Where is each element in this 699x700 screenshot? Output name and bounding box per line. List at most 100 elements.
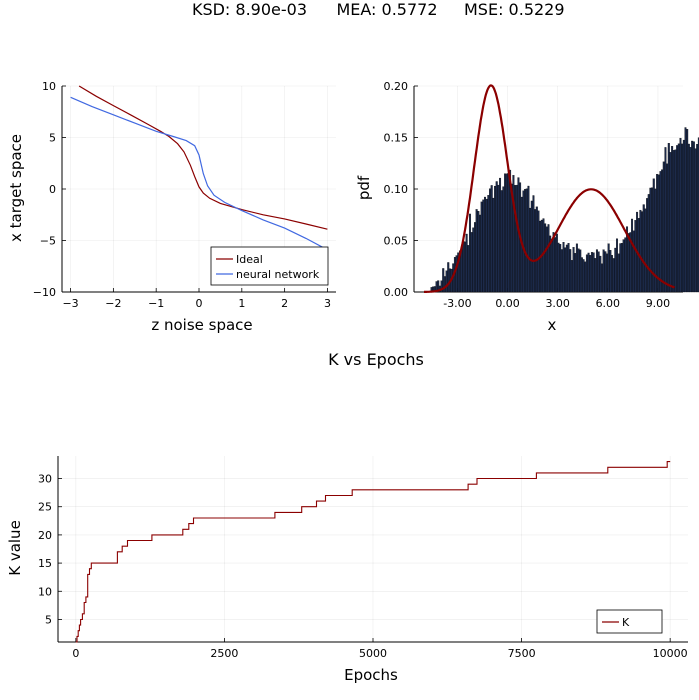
histogram-bar	[691, 140, 694, 293]
k-plot-xtick-label: 5000	[359, 647, 387, 660]
transform-xtick-label: 0	[196, 297, 203, 310]
histogram-bar	[577, 248, 580, 293]
k-plot-ylabel: K value	[6, 520, 24, 576]
histogram-bar	[674, 149, 677, 293]
histogram-bar	[661, 169, 664, 293]
k-plot-xlabel: Epochs	[344, 666, 398, 684]
histogram-bar	[585, 254, 588, 293]
histogram-bar	[504, 173, 507, 293]
histogram-bar	[507, 173, 510, 293]
histogram-bar	[662, 161, 665, 293]
transform-legend	[210, 246, 329, 286]
histogram-bar	[524, 189, 527, 293]
histogram-bar	[532, 195, 535, 293]
histogram-bar	[696, 144, 699, 293]
transform-ytick-label: 10	[42, 80, 56, 93]
histogram-bar	[599, 255, 602, 293]
transform-xtick-label: −3	[62, 297, 78, 310]
density-xtick-label: 0.00	[495, 297, 520, 310]
histogram-bar	[468, 213, 471, 293]
histogram-bar	[499, 177, 502, 293]
transform-ylabel: x target space	[7, 134, 25, 242]
histogram-bar	[455, 255, 458, 293]
transform-line-neural-network	[70, 96, 328, 251]
histogram-bar	[621, 243, 623, 293]
histogram-bar	[465, 233, 468, 293]
histogram-bar	[572, 247, 575, 293]
suptitle-mse: MSE: 0.5229	[464, 0, 565, 19]
histogram-bar	[443, 276, 446, 293]
histogram-bar	[552, 232, 555, 293]
histogram-bar	[470, 232, 473, 293]
histogram-bar	[686, 129, 689, 293]
suptitle-mea: MEA: 0.5772	[336, 0, 437, 19]
histogram-bar	[607, 243, 610, 293]
histogram-bar	[642, 204, 645, 293]
density-ytick-label: 0.00	[384, 286, 409, 299]
histogram-bar	[492, 197, 495, 293]
histogram-bar	[560, 249, 563, 293]
k-plot-legend	[596, 609, 663, 634]
histogram-bar	[594, 258, 597, 293]
histogram-bar	[530, 200, 533, 293]
histogram-bar	[682, 139, 685, 293]
density-xtick-label: 9.00	[646, 297, 671, 310]
k-plot-xtick-label: 7500	[508, 647, 536, 660]
suptitle-ksd: KSD: 8.90e-03	[192, 0, 307, 19]
transform-ytick-label: −5	[40, 235, 56, 248]
histogram-bar	[480, 201, 483, 293]
histogram-bar	[666, 163, 669, 293]
histogram-bar	[656, 174, 659, 293]
histogram-bar	[631, 218, 634, 293]
histogram-bar	[584, 261, 587, 293]
histogram-bar	[611, 255, 613, 293]
histogram-bar	[667, 143, 670, 293]
histogram-bar	[537, 210, 540, 293]
histogram-bar	[692, 141, 695, 293]
k-plot-ytick-label: 25	[38, 501, 52, 514]
histogram-bar	[522, 190, 525, 293]
histogram-bar	[575, 243, 578, 293]
histogram-bar	[622, 239, 625, 293]
density-ytick-label: 0.10	[384, 183, 409, 196]
k-plot-title: K vs Epochs	[328, 350, 424, 369]
density-xlabel: x	[548, 316, 557, 334]
histogram-bar	[644, 208, 647, 293]
histogram-bar	[614, 247, 617, 293]
transform-legend-label: Ideal	[236, 253, 263, 266]
histogram-bar	[473, 222, 476, 293]
histogram-bar	[472, 227, 475, 293]
histogram-bar	[477, 210, 480, 293]
transform-xtick-label: 2	[281, 297, 288, 310]
transform-xtick-label: −2	[105, 297, 121, 310]
histogram-bar	[616, 238, 618, 293]
density-ytick-label: 0.05	[384, 235, 409, 248]
histogram-bar	[445, 270, 448, 293]
k-plot-legend-label: K	[622, 616, 630, 629]
histogram-bar	[570, 260, 573, 293]
histogram-bar	[649, 187, 652, 293]
transform-ytick-label: 5	[49, 132, 56, 145]
histogram-bar	[664, 147, 667, 293]
histogram-bar	[574, 253, 577, 293]
histogram-bar	[490, 185, 493, 293]
histogram-bar	[646, 198, 649, 293]
histogram-bar	[672, 150, 675, 293]
transform-line-ideal	[78, 85, 328, 230]
density-ytick-label: 0.20	[384, 80, 409, 93]
histogram-bar	[639, 209, 642, 293]
k-plot-ytick-label: 10	[38, 585, 52, 598]
transform-ytick-label: −10	[33, 286, 56, 299]
histogram-bar	[624, 237, 627, 293]
histogram-bar	[647, 194, 650, 293]
histogram-bar	[681, 143, 684, 293]
histogram-bar	[632, 230, 635, 293]
histogram-bar	[592, 252, 595, 293]
histogram-bar	[565, 244, 568, 293]
histogram-bar	[554, 237, 557, 293]
histogram-bar	[463, 241, 466, 293]
histogram-bar	[475, 209, 478, 293]
histogram-bar	[462, 241, 465, 293]
histogram-bar	[605, 253, 608, 293]
